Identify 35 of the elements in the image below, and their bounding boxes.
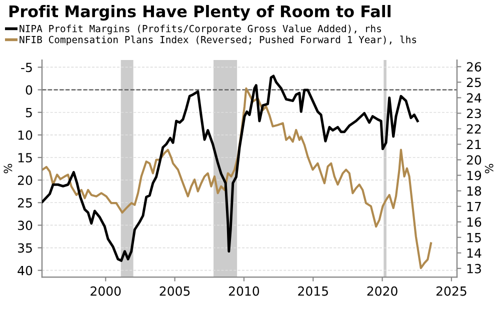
y2-tick-label: 15 bbox=[467, 233, 481, 242]
legend-label: NIPA Profit Margins (Profits/Corporate Gross Value Added), rhs bbox=[20, 24, 381, 34]
x-tick-label: 2025 bbox=[436, 286, 466, 296]
y2-tick-label: 26 bbox=[466, 62, 482, 72]
y2-tick-label: 22 bbox=[466, 124, 481, 134]
y-tick-label: 35 bbox=[18, 243, 32, 253]
x-tick-label: 2000 bbox=[90, 286, 121, 296]
y-axis-title: % bbox=[4, 164, 12, 174]
y-tick-label: -5 bbox=[21, 62, 32, 72]
x-tick-label: 2005 bbox=[160, 286, 190, 296]
x-tick-label: 2015 bbox=[298, 286, 328, 296]
y2-tick-label: 21 bbox=[466, 140, 481, 150]
y-tick-label: 10 bbox=[18, 130, 32, 140]
y2-tick-label: 19 bbox=[467, 170, 482, 180]
y2-tick-label: 23 bbox=[466, 108, 481, 118]
y-tick-label: 0 bbox=[26, 85, 32, 95]
x-tick-label: 2020 bbox=[367, 286, 398, 296]
y2-tick-label: 16 bbox=[467, 217, 482, 227]
y-tick-label: 20 bbox=[18, 176, 32, 185]
y-tick-label: 5 bbox=[26, 108, 32, 118]
chart-title: Profit Margins Have Plenty of Room to Fall bbox=[9, 5, 390, 21]
y2-tick-label: 14 bbox=[467, 248, 482, 258]
y2-axis-title: % bbox=[484, 164, 494, 174]
y-tick-label: 30 bbox=[18, 220, 32, 230]
legend-label: NFIB Compensation Plans Index (Reversed; Pushed Forward 1 Year), lhs bbox=[20, 36, 416, 46]
y-tick-label: 15 bbox=[18, 153, 32, 162]
y2-tick-label: 17 bbox=[467, 202, 481, 212]
y2-tick-label: 18 bbox=[467, 186, 482, 196]
y2-tick-label: 24 bbox=[466, 93, 482, 102]
x-tick-label: 2010 bbox=[228, 286, 260, 296]
y2-tick-label: 13 bbox=[467, 264, 481, 274]
y-tick-label: 40 bbox=[18, 266, 32, 276]
y2-tick-label: 25 bbox=[466, 78, 481, 88]
y-tick-label: 25 bbox=[18, 198, 32, 208]
y2-tick-label: 20 bbox=[466, 155, 482, 165]
